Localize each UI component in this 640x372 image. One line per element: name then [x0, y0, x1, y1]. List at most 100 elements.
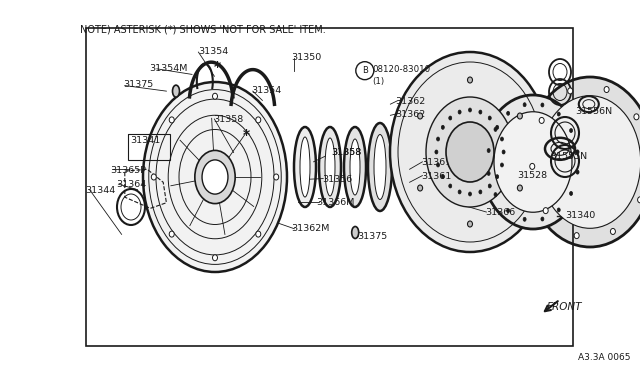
Ellipse shape — [143, 82, 287, 272]
Text: 31358: 31358 — [332, 148, 362, 157]
Ellipse shape — [576, 150, 579, 154]
Ellipse shape — [576, 170, 579, 174]
Ellipse shape — [481, 95, 585, 229]
Ellipse shape — [541, 217, 544, 221]
Ellipse shape — [350, 139, 360, 195]
Ellipse shape — [467, 77, 472, 83]
Text: 31361: 31361 — [421, 158, 451, 167]
Text: 31555N: 31555N — [550, 153, 588, 161]
Ellipse shape — [256, 117, 260, 123]
Ellipse shape — [212, 93, 218, 99]
Ellipse shape — [604, 87, 609, 93]
Ellipse shape — [540, 96, 640, 228]
Ellipse shape — [300, 137, 310, 197]
Text: 31350: 31350 — [291, 53, 321, 62]
Ellipse shape — [517, 113, 522, 119]
Text: 31362M: 31362M — [291, 224, 330, 233]
Ellipse shape — [496, 125, 499, 129]
Text: 08120-83010: 08120-83010 — [372, 65, 431, 74]
Ellipse shape — [479, 190, 482, 194]
Text: *: * — [243, 128, 250, 142]
Ellipse shape — [449, 184, 452, 188]
Ellipse shape — [435, 150, 438, 154]
Ellipse shape — [256, 231, 260, 237]
Ellipse shape — [517, 185, 522, 191]
Ellipse shape — [496, 175, 499, 179]
Ellipse shape — [479, 110, 482, 114]
Text: 31362: 31362 — [396, 97, 426, 106]
Ellipse shape — [352, 227, 358, 238]
Ellipse shape — [570, 129, 573, 132]
Text: 31375: 31375 — [124, 80, 154, 89]
Ellipse shape — [543, 208, 548, 214]
Ellipse shape — [525, 77, 640, 247]
Ellipse shape — [458, 110, 461, 114]
Ellipse shape — [494, 193, 497, 196]
Ellipse shape — [442, 125, 444, 129]
Text: 31362: 31362 — [396, 110, 426, 119]
Ellipse shape — [488, 184, 492, 188]
Ellipse shape — [274, 174, 278, 180]
Ellipse shape — [436, 137, 440, 141]
Ellipse shape — [568, 88, 573, 94]
Text: 31358: 31358 — [332, 148, 362, 157]
Bar — [128, 134, 170, 160]
Ellipse shape — [494, 112, 572, 212]
Ellipse shape — [442, 175, 444, 179]
Ellipse shape — [374, 135, 386, 199]
Text: 31528: 31528 — [517, 171, 547, 180]
Ellipse shape — [202, 160, 228, 194]
Text: (1): (1) — [372, 77, 385, 86]
Ellipse shape — [319, 127, 341, 207]
Text: 31556N: 31556N — [575, 107, 612, 116]
Ellipse shape — [468, 108, 472, 112]
Text: A3.3A 0065: A3.3A 0065 — [578, 353, 630, 362]
Text: FRONT: FRONT — [547, 302, 582, 312]
Ellipse shape — [467, 221, 472, 227]
Ellipse shape — [502, 150, 505, 154]
Ellipse shape — [500, 137, 504, 141]
Ellipse shape — [637, 197, 640, 203]
Ellipse shape — [500, 163, 504, 167]
Ellipse shape — [557, 208, 560, 212]
Text: 31366M: 31366M — [316, 198, 355, 207]
Ellipse shape — [458, 190, 461, 194]
Ellipse shape — [574, 232, 579, 238]
Ellipse shape — [507, 209, 509, 213]
Ellipse shape — [530, 163, 535, 169]
Text: 31354M: 31354M — [149, 64, 188, 73]
Text: 31344: 31344 — [85, 186, 115, 195]
Ellipse shape — [487, 171, 490, 176]
Ellipse shape — [634, 114, 639, 120]
Ellipse shape — [418, 185, 422, 191]
Ellipse shape — [344, 127, 366, 207]
Ellipse shape — [325, 138, 335, 196]
Text: 31354: 31354 — [198, 47, 228, 56]
Ellipse shape — [195, 150, 235, 203]
Ellipse shape — [294, 127, 316, 207]
Ellipse shape — [488, 116, 492, 120]
Text: 31354: 31354 — [252, 86, 282, 95]
Ellipse shape — [570, 192, 573, 195]
Ellipse shape — [541, 103, 544, 107]
Ellipse shape — [523, 217, 526, 221]
Ellipse shape — [169, 231, 174, 237]
Ellipse shape — [436, 163, 440, 167]
Ellipse shape — [611, 228, 616, 234]
Ellipse shape — [446, 122, 494, 182]
Text: 31340: 31340 — [565, 211, 595, 220]
Bar — [86, 28, 573, 346]
Text: B: B — [362, 66, 368, 75]
Ellipse shape — [494, 127, 497, 131]
Ellipse shape — [169, 117, 174, 123]
Text: 31341: 31341 — [130, 136, 160, 145]
Ellipse shape — [212, 255, 218, 261]
Ellipse shape — [487, 148, 490, 153]
Text: NOTE) ASTERISK (*) SHOWS 'NOT FOR SALE' ITEM.: NOTE) ASTERISK (*) SHOWS 'NOT FOR SALE' … — [80, 24, 326, 34]
Text: 31366: 31366 — [485, 208, 515, 217]
Ellipse shape — [449, 116, 452, 120]
Text: 31358: 31358 — [213, 115, 243, 124]
Ellipse shape — [173, 85, 179, 97]
Ellipse shape — [426, 97, 514, 207]
Text: *: * — [214, 60, 221, 74]
